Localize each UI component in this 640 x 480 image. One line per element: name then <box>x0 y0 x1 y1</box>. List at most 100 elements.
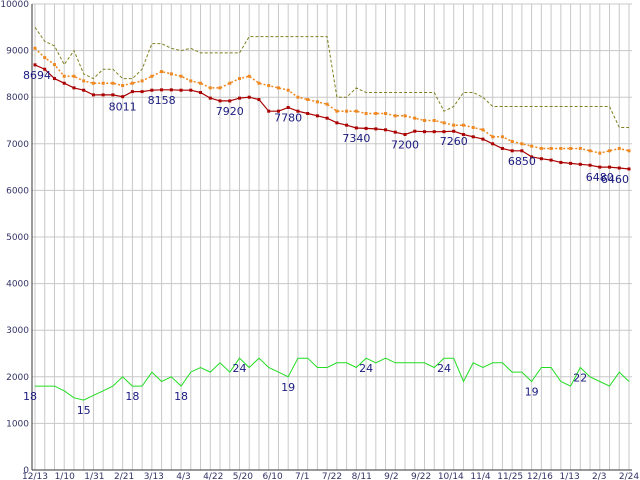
y-tick-label: 0 <box>23 466 29 476</box>
orange_dotted-point <box>627 149 631 153</box>
red_line-data-label: 6850 <box>508 155 536 168</box>
red_line-point <box>228 99 232 103</box>
orange_dotted-point <box>569 146 573 150</box>
x-tick-label: 12/13 <box>22 472 48 480</box>
y-tick-label: 6000 <box>6 186 29 196</box>
y-tick-label: 8000 <box>6 93 29 103</box>
orange_dotted-point <box>315 100 319 104</box>
red_line-point <box>471 135 475 139</box>
red_line-point <box>286 105 290 109</box>
orange_dotted-point <box>296 95 300 99</box>
red_line-point <box>160 88 164 92</box>
green_line-data-label: 15 <box>77 404 91 417</box>
orange_dotted-point <box>179 74 183 78</box>
x-tick-label: 5/20 <box>233 472 253 480</box>
upper_dashed-line <box>34 27 629 128</box>
red_line-point <box>500 146 504 150</box>
y-tick-label: 7000 <box>6 140 29 150</box>
red_line-point <box>442 130 446 134</box>
red_line-point <box>306 112 310 116</box>
red_line-data-label: 8158 <box>148 94 176 107</box>
grid-layer <box>32 3 632 470</box>
red_line-point <box>627 167 631 171</box>
red_line-point <box>345 123 349 127</box>
red_line-point <box>520 149 524 153</box>
orange_dotted-point <box>199 81 203 85</box>
red_line-point <box>208 96 212 100</box>
x-tick-label: 8/11 <box>352 472 372 480</box>
red_line-point <box>62 81 66 85</box>
orange_dotted-point <box>218 86 222 90</box>
orange_dotted-point <box>617 146 621 150</box>
orange_dotted-point <box>62 74 66 78</box>
data-label-layer: 8694 8011 8158 7920 7780 7340 7200 7260 6850 6480… <box>23 69 629 417</box>
red_line-data-label: 7260 <box>440 135 468 148</box>
red_line-point <box>432 130 436 134</box>
orange_dotted-point <box>481 128 485 132</box>
orange_dotted-point <box>520 142 524 146</box>
orange_dotted-point <box>52 63 56 67</box>
red_line-data-label: 6480 <box>586 171 614 184</box>
x-tick-label: 1/13 <box>559 472 579 480</box>
red_line-point <box>91 93 95 97</box>
red_line-point <box>33 63 37 67</box>
green_line-data-label: 19 <box>525 385 539 398</box>
red_line-point <box>413 129 417 133</box>
red_line-point <box>354 126 358 130</box>
orange_dotted-point <box>33 46 37 50</box>
x-tick-label: 2/24 <box>619 472 639 480</box>
x-tick-label: 4/22 <box>203 472 223 480</box>
orange_dotted-point <box>130 81 134 85</box>
orange_dotted-point <box>43 56 47 60</box>
orange_dotted-point <box>432 119 436 122</box>
orange_dotted-point <box>101 81 105 85</box>
x-tick-label: 7/22 <box>322 472 342 480</box>
orange_dotted-point <box>335 109 339 113</box>
red_line-point <box>199 91 203 95</box>
y-tick-label: 3000 <box>6 326 29 336</box>
orange_dotted-point <box>228 81 232 85</box>
red_line-point <box>549 158 553 162</box>
red_line-point <box>403 132 407 136</box>
orange_dotted-point <box>393 114 397 118</box>
red_line-point <box>72 86 76 90</box>
red_line-point <box>315 114 319 118</box>
y-tick-label: 9000 <box>6 47 29 57</box>
orange_dotted-point <box>549 146 553 150</box>
orange_dotted-point <box>442 121 446 125</box>
orange_dotted-point <box>247 74 251 78</box>
orange_dotted-point <box>364 112 368 116</box>
red_line-point <box>588 163 592 167</box>
orange_dotted-point <box>403 114 407 118</box>
x-tick-label: 6/10 <box>262 472 282 480</box>
red_line-point <box>52 77 56 81</box>
red_line-point <box>43 67 47 71</box>
red_line-data-label: 8694 <box>23 69 51 82</box>
red_line-point <box>150 88 154 92</box>
red_line-point <box>335 121 339 125</box>
red_line-point <box>569 161 573 165</box>
orange_dotted-point <box>306 98 310 102</box>
orange_dotted-point <box>588 149 592 153</box>
orange_dotted-point <box>452 123 456 127</box>
orange_dotted-point <box>345 109 349 113</box>
orange_dotted-point <box>169 72 173 76</box>
orange_dotted-point <box>354 109 358 113</box>
orange_dotted-point <box>237 77 241 81</box>
red_line-point <box>218 99 222 103</box>
x-tick-label: 9/2 <box>384 472 398 480</box>
x-tick-label: 4/3 <box>176 472 190 480</box>
series-layer <box>33 27 631 401</box>
x-tick-label: 10/14 <box>438 472 464 480</box>
red_line-point <box>617 166 621 170</box>
x-tick-label: 7/1 <box>295 472 309 480</box>
red_line-data-label: 7200 <box>391 138 419 151</box>
green_line-data-label: 18 <box>125 390 139 403</box>
orange_dotted-point <box>276 86 280 90</box>
x-tick-label: 12/16 <box>527 472 553 480</box>
orange_dotted-point <box>189 79 193 83</box>
red_line-data-label: 6460 <box>601 173 629 186</box>
red_line-point <box>452 129 456 133</box>
